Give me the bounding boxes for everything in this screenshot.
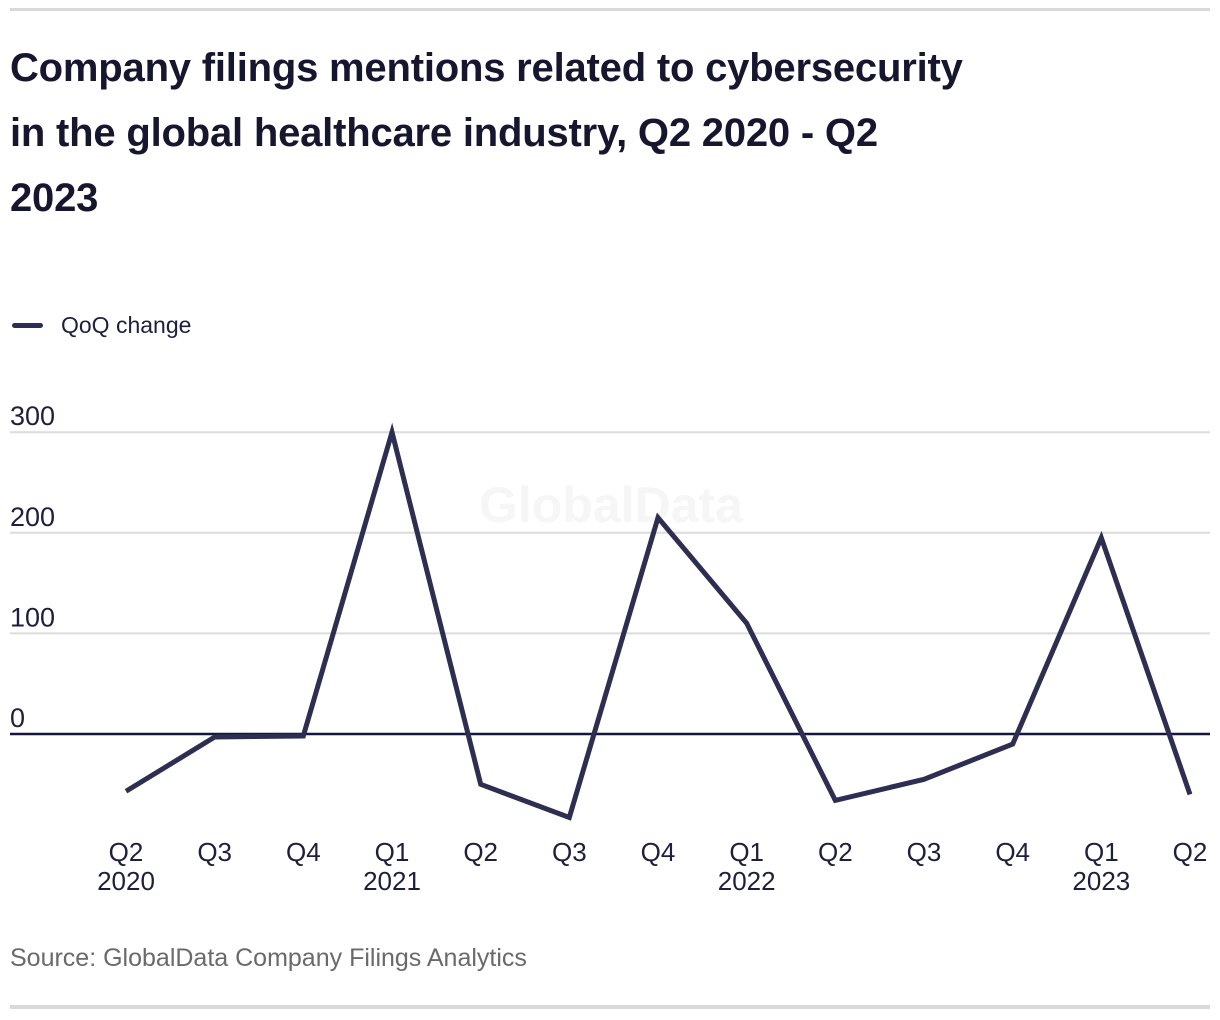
- bottom-divider: [10, 1005, 1210, 1009]
- x-tick-label: Q2: [109, 837, 144, 867]
- x-tick-label: Q4: [286, 837, 321, 867]
- top-divider: [10, 8, 1210, 11]
- source-note: Source: GlobalData Company Filings Analy…: [10, 944, 527, 972]
- y-tick-label: 0: [10, 703, 25, 733]
- series-line-qoq-change: [124, 422, 1193, 821]
- x-tick-label: Q1: [1084, 837, 1119, 867]
- x-tick-label: Q2: [463, 837, 498, 867]
- chart-title: Company filings mentions related to cybe…: [10, 46, 963, 220]
- legend-label: QoQ change: [61, 311, 192, 338]
- x-tick-label: Q1: [729, 837, 764, 867]
- x-year-label: 2021: [363, 866, 421, 896]
- x-year-label: 2020: [97, 866, 155, 896]
- y-tick-label: 200: [10, 502, 55, 532]
- x-tick-label: Q2: [1173, 837, 1208, 867]
- y-tick-label: 100: [10, 602, 55, 632]
- x-tick-label: Q2: [818, 837, 853, 867]
- x-tick-label: Q3: [197, 837, 232, 867]
- x-tick-label: Q3: [907, 837, 942, 867]
- legend[interactable]: QoQ change: [12, 312, 191, 338]
- x-year-label: 2023: [1072, 866, 1130, 896]
- x-tick-label: Q3: [552, 837, 587, 867]
- legend-line-swatch: [12, 322, 43, 328]
- x-year-label: 2022: [718, 866, 776, 896]
- y-tick-label: 300: [10, 401, 55, 431]
- x-tick-label: Q1: [375, 837, 410, 867]
- x-tick-label: Q4: [995, 837, 1030, 867]
- watermark-text: GlobalData: [479, 477, 744, 533]
- x-tick-label: Q4: [641, 837, 676, 867]
